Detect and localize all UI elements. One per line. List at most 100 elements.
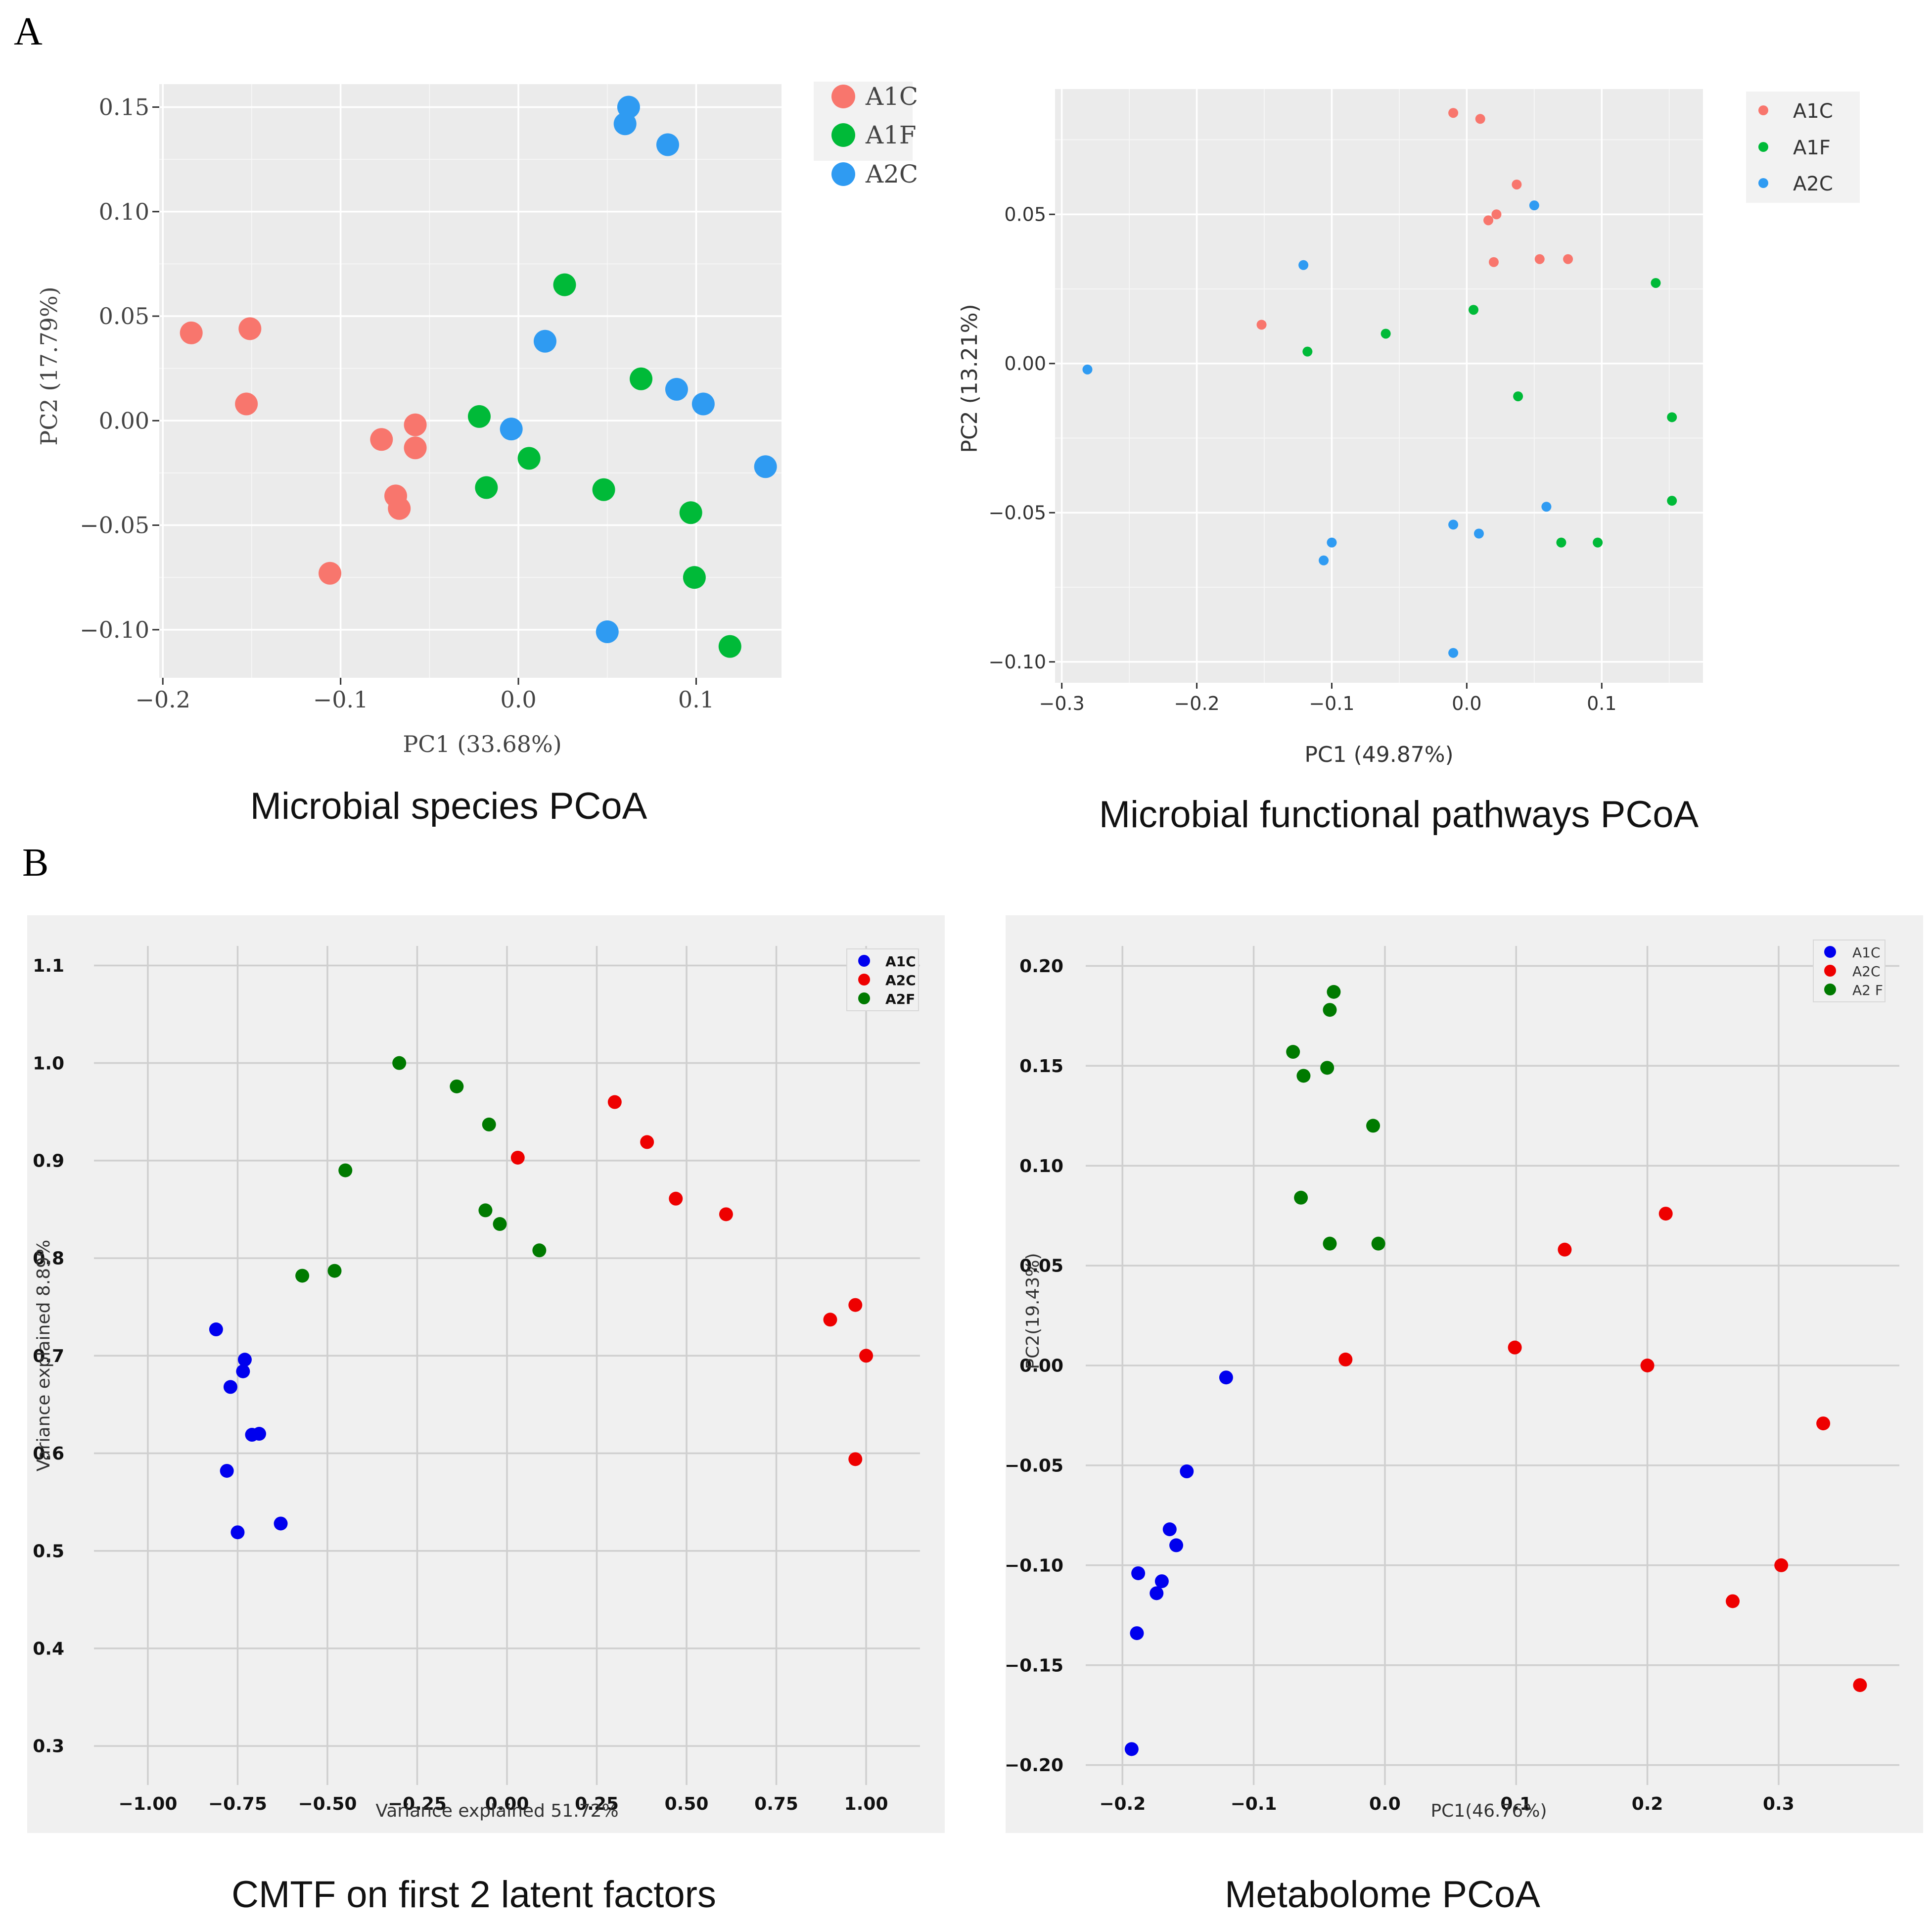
metabolome-point-a2c [1658, 1207, 1673, 1221]
cmtf-legend-a1c: A1C [885, 953, 916, 970]
y-tick-label: 0.3 [33, 1737, 64, 1757]
species-x-label: PC1 (33.68%) [403, 731, 561, 757]
functional-legend-a2c: A2C [1793, 173, 1833, 195]
species-point-a1f [718, 635, 741, 658]
x-tick-label: 1.00 [844, 1794, 888, 1814]
species-point-a1f [467, 405, 491, 428]
functional-point-a2c [1448, 519, 1459, 530]
species-point-a1c [180, 321, 203, 344]
species-point-a1f [630, 367, 653, 390]
panel-letter-b: B [22, 841, 48, 885]
cmtf-legend-marker-a2f [858, 992, 870, 1004]
cmtf-point-a2f [392, 1056, 407, 1070]
x-tick-label: −1.00 [118, 1794, 177, 1814]
cmtf-x-label: Variance explained 51.72% [375, 1801, 618, 1821]
y-tick-label: 0.05 [99, 303, 149, 329]
metabolome-point-a1c [1154, 1574, 1169, 1589]
y-tick-label: 0.15 [99, 94, 149, 121]
y-tick-label: 0.9 [33, 1151, 64, 1171]
cmtf-y-label: Variance explained 8.89% [34, 1240, 54, 1471]
cmtf-legend-marker-a2c [858, 974, 870, 986]
functional-point-a1c [1534, 254, 1545, 264]
cmtf-legend-a2f: A2F [885, 991, 915, 1007]
cmtf-point-a1c [252, 1427, 266, 1441]
functional-legend-marker-a2c [1758, 178, 1768, 188]
functional-point-a1c [1483, 215, 1494, 226]
species-point-a1c [404, 436, 427, 460]
metabolome-point-a2f [1286, 1045, 1300, 1059]
species-point-a2c [613, 112, 637, 136]
x-tick-label: 0.0 [500, 686, 536, 713]
x-tick-label: −0.25 [388, 1794, 447, 1814]
metabolome-point-a2f [1371, 1236, 1385, 1251]
x-tick-label: 0.1 [1587, 693, 1616, 714]
cmtf-point-a1c [237, 1353, 252, 1367]
y-tick-label: 0.00 [1019, 1356, 1063, 1376]
species-point-a2c [754, 455, 777, 478]
species-point-a1c [235, 392, 258, 416]
x-tick-label: 0.25 [575, 1794, 619, 1814]
functional-x-label: PC1 (49.87%) [1304, 742, 1453, 767]
species-pcoa-chart: −0.2 −0.1 0.0 0.1 −0.10 −0.05 0.00 0.05 0.10 0.15… [36, 82, 918, 827]
species-legend-a1c: A1C [865, 82, 918, 111]
functional-point-a1f [1593, 537, 1603, 548]
functional-legend-a1c: A1C [1793, 100, 1833, 123]
functional-caption: Microbial functional pathways PCoA [1099, 794, 1699, 836]
cmtf-point-a2c [669, 1191, 683, 1206]
metabolome-point-a1c [1150, 1586, 1164, 1600]
metabolome-panel [1006, 915, 1923, 1833]
cmtf-point-a2f [327, 1264, 342, 1278]
metabolome-point-a2f [1323, 1236, 1337, 1251]
species-point-a1f [679, 501, 702, 524]
species-legend-marker-a2c [831, 162, 855, 186]
y-tick-label: 0.05 [1019, 1256, 1063, 1276]
functional-point-a1c [1448, 108, 1459, 118]
cmtf-point-a2c [607, 1095, 622, 1109]
functional-point-a1c [1488, 257, 1499, 267]
species-legend-a1f: A1F [865, 121, 917, 149]
metabolome-legend-a1c: A1C [1852, 944, 1881, 961]
cmtf-point-a1c [236, 1364, 250, 1378]
metabolome-pcoa-chart: −0.2 −0.1 0.0 0.1 0.2 0.3 −0.20 −0.15 −0.10 −0.05… [1005, 915, 1923, 1916]
species-plot-area [159, 84, 782, 678]
cmtf-point-a2c [823, 1313, 837, 1327]
x-tick-label: 0.00 [485, 1794, 529, 1814]
y-tick-label: −0.05 [80, 512, 149, 539]
x-tick-label: 0.50 [665, 1794, 709, 1814]
x-tick-label: 0.0 [1369, 1794, 1401, 1814]
species-point-a1f [517, 447, 541, 470]
metabolome-legend-a2c: A2C [1852, 963, 1881, 980]
functional-point-a1f [1667, 496, 1677, 506]
metabolome-grid [1086, 946, 1899, 1785]
species-caption: Microbial species PCoA [250, 785, 647, 827]
y-tick-label: −0.05 [989, 502, 1046, 524]
cmtf-legend: A1C A2C A2F [846, 948, 919, 1011]
functional-point-a1f [1651, 278, 1661, 288]
y-tick-label: 0.00 [99, 407, 149, 434]
functional-point-a2c [1082, 364, 1093, 375]
cmtf-point-a2f [478, 1203, 493, 1218]
panel-letter-a: A [14, 10, 43, 53]
functional-point-a2c [1319, 555, 1329, 565]
metabolome-legend: A1C A2C A2 F [1813, 940, 1886, 1002]
y-tick-label: −0.20 [1005, 1755, 1063, 1776]
species-point-a1c [319, 562, 342, 585]
y-tick-label: 1.1 [33, 956, 64, 976]
metabolome-point-a2f [1294, 1190, 1308, 1205]
functional-point-a2c [1473, 528, 1484, 539]
y-tick-label: −0.05 [1005, 1456, 1063, 1476]
cmtf-points [209, 1056, 874, 1540]
functional-point-a1f [1302, 346, 1313, 357]
species-point-a1f [683, 566, 706, 589]
functional-points [1082, 108, 1677, 658]
y-tick-label: 0.20 [1019, 956, 1063, 977]
cmtf-point-a1c [220, 1463, 234, 1478]
cmtf-caption: CMTF on first 2 latent factors [231, 1874, 716, 1916]
functional-point-a1f [1380, 329, 1391, 339]
species-point-a1c [388, 497, 411, 520]
functional-point-a2c [1298, 260, 1309, 270]
functional-point-a2c [1541, 502, 1552, 512]
x-tick-label: 0.1 [678, 686, 714, 713]
y-tick-label: 0.10 [99, 198, 149, 225]
functional-plot-area [1055, 89, 1703, 683]
